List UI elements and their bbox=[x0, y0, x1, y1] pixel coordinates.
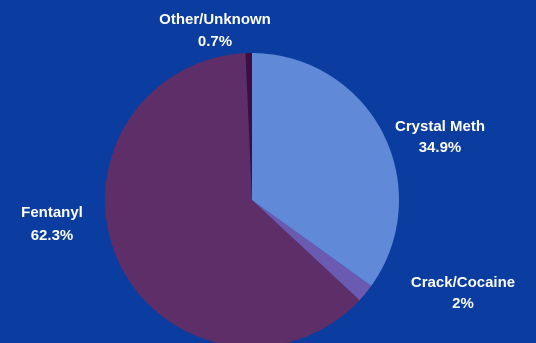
label-crystal-meth: Crystal Meth 34.9% bbox=[395, 118, 485, 156]
label-fentanyl-name: Fentanyl bbox=[21, 204, 83, 221]
slice-crystal-meth bbox=[252, 53, 400, 286]
label-crack-cocaine-value: 2% bbox=[452, 295, 474, 312]
label-other-unknown: Other/Unknown 0.7% bbox=[159, 11, 271, 50]
label-fentanyl: Fentanyl 62.3% bbox=[21, 204, 83, 244]
label-crack-cocaine-name: Crack/Cocaine bbox=[411, 274, 515, 291]
slice-other-unknown bbox=[245, 52, 252, 201]
label-other-unknown-value: 0.7% bbox=[198, 33, 232, 50]
pie-slices bbox=[105, 52, 400, 343]
label-fentanyl-value: 62.3% bbox=[31, 227, 74, 244]
label-crack-cocaine: Crack/Cocaine 2% bbox=[411, 274, 515, 312]
label-crystal-meth-value: 34.9% bbox=[419, 139, 462, 156]
label-other-unknown-name: Other/Unknown bbox=[159, 11, 271, 28]
slice-crack-cocaine bbox=[252, 200, 372, 301]
label-crystal-meth-name: Crystal Meth bbox=[395, 118, 485, 135]
slice-fentanyl bbox=[105, 53, 360, 343]
